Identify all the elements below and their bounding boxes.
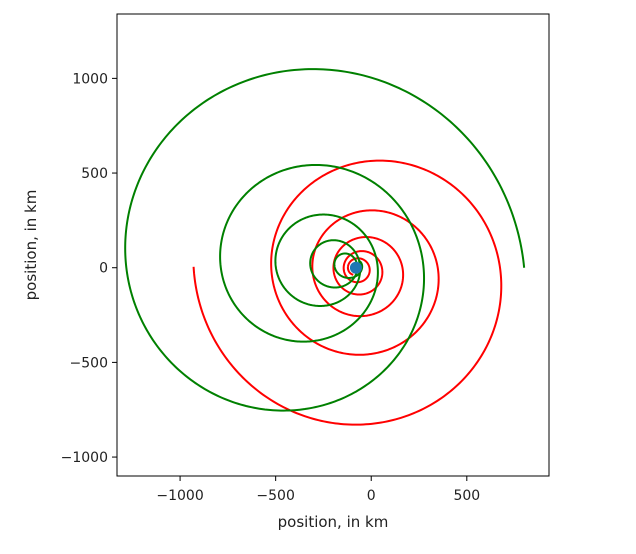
y-tick-label-1: −500 [70,355,108,371]
x-tick-label-1: −500 [256,488,294,504]
y-tick-label-3: 500 [81,166,108,182]
x-tick-label-2: 0 [367,488,376,504]
series-layer [124,68,526,426]
x-axis-ticks: −1000 −500 0 500 [156,476,480,504]
y-tick-label-4: 1000 [72,71,108,87]
points-layer [349,261,362,274]
x-tick-label-3: 500 [453,488,480,504]
y-axis-label: position, in km [22,190,40,301]
y-tick-label-2: 0 [99,261,108,277]
scatter-point-0 [349,261,362,274]
series-line-1 [124,68,526,412]
x-tick-label-0: −1000 [156,488,203,504]
series-line-0 [192,159,503,426]
y-tick-label-0: −1000 [61,450,108,466]
plot-frame [116,13,550,477]
plot-background [117,14,549,476]
y-axis-ticks: −1000 −500 0 500 1000 [61,71,117,466]
x-axis-label: position, in km [278,513,389,531]
